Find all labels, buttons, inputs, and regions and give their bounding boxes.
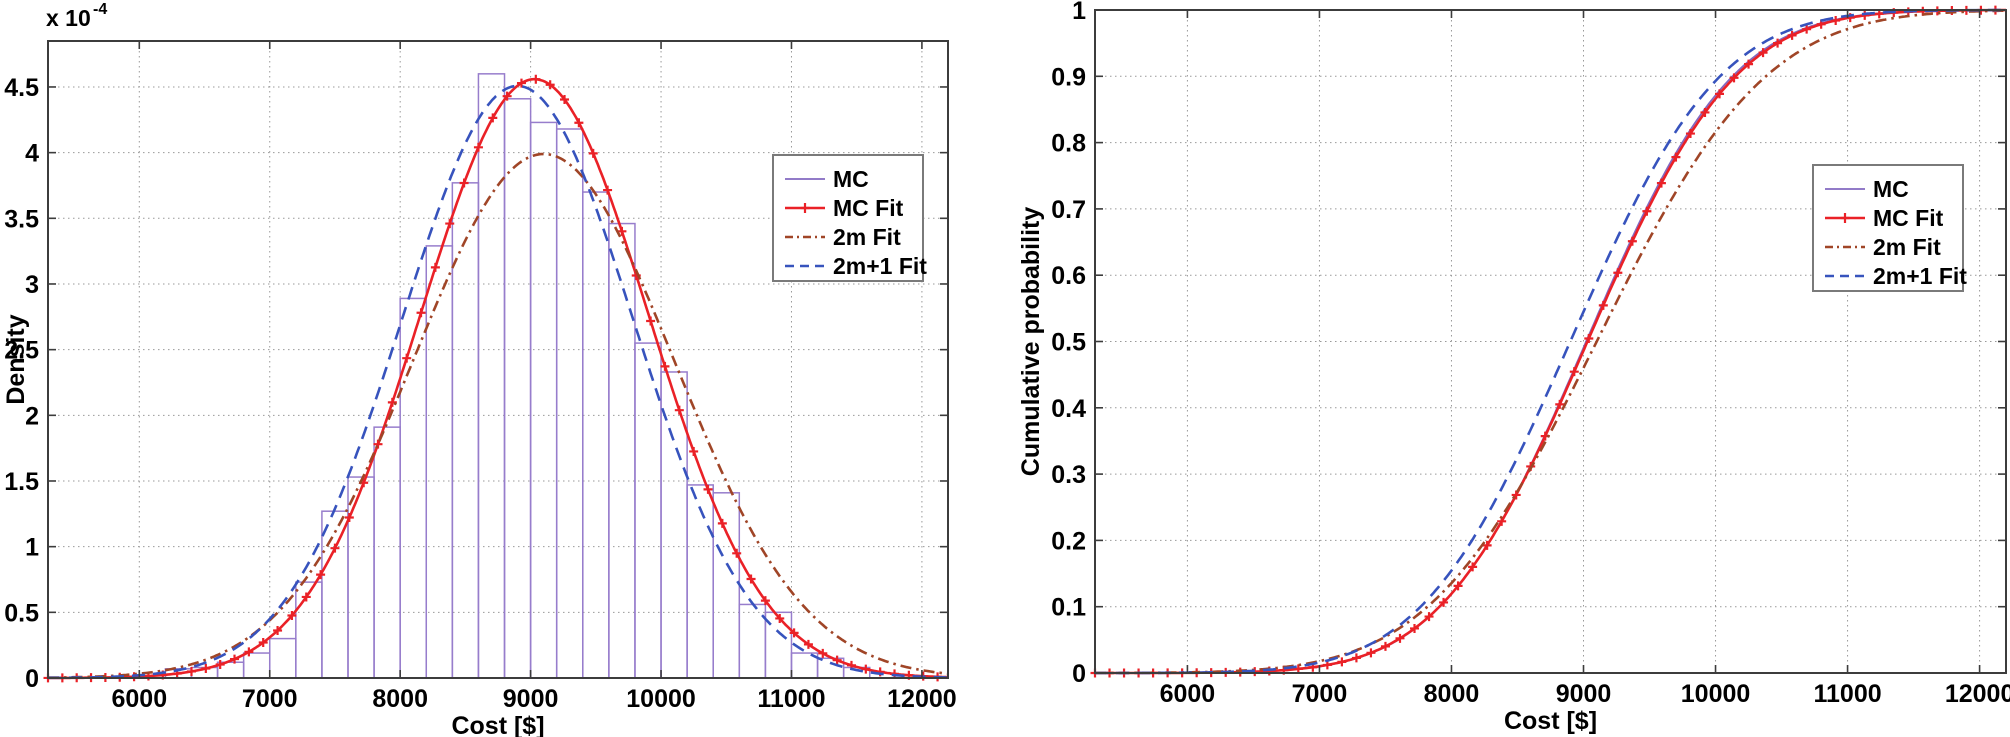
legend-label: MC [833,166,869,192]
legend: MC MC Fit 2m Fit 2m+1 Fit [1812,164,1967,292]
curve-2m-1-fit [1095,8,2006,675]
x-tick-label: 11000 [757,685,825,713]
y-tick-label: 0.6 [1051,262,1086,290]
legend-box [1812,164,1964,292]
ticks [1095,9,2006,674]
x-tick-label: 8000 [372,685,428,713]
histogram-bar [555,128,584,679]
histogram-bar [686,484,714,679]
histogram-bar [608,222,636,679]
legend-label: 2m+1 Fit [833,253,927,279]
histogram-bar [242,652,271,679]
x-tick-label: 7000 [1292,680,1348,708]
y-tick-label: 0.2 [1051,527,1086,555]
y-tick-label: 0.7 [1051,196,1086,224]
y-tick-label: 4.5 [4,74,39,102]
y-tick-label: 3.5 [4,205,39,233]
y-tick-label: 4 [25,140,39,168]
x-axis-label: Cost [$] [1504,707,1597,735]
density-plot: 6000 7000 8000 9000 10000 11000 12000 0 0.5 1 1.5 2… [2,1,957,737]
histogram-bar [268,637,297,679]
histogram-bar [712,492,741,679]
legend-box [772,154,924,282]
curve-mc-fit [48,77,949,680]
histogram-bar [451,182,480,679]
curve-mc-fit-markers [43,74,943,683]
legend-label: 2m+1 Fit [1873,263,1967,289]
x-tick-label: 9000 [503,685,559,713]
y-tick-label: 0.4 [1051,395,1086,423]
x-tick-label: 10000 [626,685,696,713]
legend: MC MC Fit 2m Fit 2m+1 Fit [772,154,927,282]
y-tick-label: 0.3 [1051,461,1086,489]
y-tick-label: 1 [1072,0,1086,25]
x-tick-label: 12000 [1945,680,2010,708]
histogram-bar [347,476,375,679]
legend-plus-marker [800,203,810,213]
x-tick-label: 6000 [111,685,167,713]
legend-label: MC [1873,176,1909,202]
x-tick-label: 8000 [1424,680,1480,708]
cdf-plot: 6000 7000 8000 9000 10000 11000 12000 0 0.1 0.2 0.… [1017,0,2010,735]
y-tick-label: 1.5 [4,468,39,496]
y-tick-label: 3 [25,271,39,299]
y-tick-label: 2 [25,402,39,430]
x-axis-label: Cost [$] [451,712,544,737]
grid [48,41,948,678]
y-tick-label: 0.5 [1051,329,1086,357]
y-tick-label: 0.1 [1051,594,1086,622]
y-tick-label: 2.5 [4,337,39,365]
y-axis-label: Density [2,314,30,404]
y-tick-label: 0 [1072,660,1086,688]
x-tick-label: 11000 [1813,680,1881,708]
histogram-bar [373,426,401,679]
curve-2m-fit [48,152,949,679]
histogram-bar [503,98,532,679]
plot-frame [47,40,949,679]
y-tick-label: 1 [25,534,39,562]
y-exponent-label: x 10 [46,5,91,31]
y-axis-label: Cumulative probability [1017,207,1045,477]
x-tick-label: 12000 [887,685,957,713]
y-tick-label: 0 [25,665,39,693]
legend-label: MC Fit [833,195,904,221]
y-exponent-power: -4 [93,1,107,18]
x-tick-label: 7000 [242,685,298,713]
x-tick-label: 10000 [1681,680,1751,708]
histogram-bar [321,510,349,679]
histogram-bar [477,73,506,679]
legend-label: 2m Fit [833,224,901,250]
x-tick-label: 6000 [1160,680,1216,708]
legend-label: MC Fit [1873,205,1944,231]
grid [1095,10,2006,673]
y-tick-label: 0.9 [1051,63,1086,91]
curve-2m-1-fit [48,84,948,680]
histogram-bar [738,603,767,679]
histogram-bar [529,121,558,679]
tick-labels: 6000 7000 8000 9000 10000 11000 12000 0 0.5 1 1.5 2… [4,74,956,713]
tick-labels: 6000 7000 8000 9000 10000 11000 12000 0 0.1 0.2 0.… [1051,0,2010,708]
legend-plus-marker [1840,213,1850,223]
histogram-bar [425,245,454,679]
y-tick-label: 0.5 [4,599,39,627]
x-tick-label: 9000 [1556,680,1612,708]
legend-label: 2m Fit [1873,234,1941,260]
ticks [48,41,948,679]
y-tick-label: 0.8 [1051,130,1086,158]
histogram-bar [582,191,610,679]
histogram-bar [399,297,428,679]
